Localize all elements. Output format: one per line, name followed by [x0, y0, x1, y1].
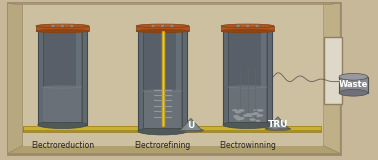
Circle shape [246, 25, 249, 26]
Ellipse shape [36, 29, 89, 33]
FancyBboxPatch shape [228, 30, 267, 122]
FancyBboxPatch shape [76, 30, 81, 122]
Circle shape [237, 25, 239, 26]
Circle shape [251, 113, 255, 115]
Ellipse shape [136, 24, 189, 28]
Circle shape [233, 115, 239, 118]
Polygon shape [185, 118, 191, 130]
Circle shape [235, 111, 242, 113]
Circle shape [236, 116, 240, 118]
Ellipse shape [339, 73, 368, 80]
Ellipse shape [265, 127, 291, 131]
FancyBboxPatch shape [23, 126, 321, 127]
Circle shape [239, 109, 245, 112]
Circle shape [171, 25, 173, 26]
Ellipse shape [228, 86, 267, 88]
Polygon shape [267, 117, 289, 129]
Circle shape [255, 25, 259, 27]
Text: U: U [187, 121, 195, 130]
FancyBboxPatch shape [23, 127, 321, 130]
Circle shape [249, 118, 256, 121]
FancyBboxPatch shape [261, 30, 266, 122]
Circle shape [245, 113, 252, 116]
Polygon shape [180, 118, 202, 130]
Circle shape [257, 114, 263, 117]
Ellipse shape [138, 25, 187, 32]
Ellipse shape [235, 24, 260, 26]
Text: Waste: Waste [339, 80, 368, 89]
FancyBboxPatch shape [176, 30, 181, 128]
Circle shape [243, 114, 249, 117]
Circle shape [234, 117, 239, 119]
Circle shape [151, 25, 155, 27]
FancyBboxPatch shape [223, 29, 272, 125]
Circle shape [61, 25, 64, 26]
Circle shape [238, 117, 243, 120]
Circle shape [70, 25, 74, 27]
Ellipse shape [339, 89, 368, 96]
Circle shape [238, 117, 245, 120]
Ellipse shape [143, 90, 182, 92]
Text: Electrowinning: Electrowinning [219, 141, 276, 150]
Ellipse shape [221, 29, 274, 33]
FancyBboxPatch shape [43, 87, 81, 122]
Ellipse shape [43, 86, 82, 88]
FancyBboxPatch shape [43, 30, 82, 122]
FancyBboxPatch shape [136, 26, 189, 31]
FancyBboxPatch shape [324, 37, 342, 104]
Circle shape [152, 25, 154, 26]
Ellipse shape [136, 29, 189, 33]
FancyBboxPatch shape [8, 3, 340, 154]
FancyBboxPatch shape [144, 91, 181, 128]
Ellipse shape [223, 121, 272, 128]
Polygon shape [8, 3, 340, 5]
Circle shape [52, 25, 54, 26]
Ellipse shape [150, 24, 175, 26]
Ellipse shape [221, 24, 274, 28]
Circle shape [232, 109, 238, 112]
FancyBboxPatch shape [38, 29, 87, 125]
Polygon shape [323, 3, 340, 154]
Ellipse shape [36, 24, 89, 28]
Circle shape [251, 113, 257, 115]
Circle shape [256, 115, 260, 117]
Polygon shape [8, 146, 340, 154]
Ellipse shape [38, 25, 87, 32]
Polygon shape [272, 117, 278, 129]
Circle shape [257, 109, 260, 111]
Ellipse shape [38, 121, 87, 128]
Ellipse shape [178, 129, 204, 132]
Circle shape [253, 109, 256, 111]
Ellipse shape [50, 24, 74, 26]
Circle shape [236, 118, 242, 120]
FancyBboxPatch shape [23, 5, 323, 146]
Circle shape [160, 25, 165, 27]
Polygon shape [8, 3, 23, 154]
Circle shape [60, 25, 65, 27]
FancyBboxPatch shape [221, 26, 274, 31]
FancyBboxPatch shape [23, 130, 321, 132]
Circle shape [239, 109, 242, 111]
Circle shape [51, 25, 55, 27]
Circle shape [236, 25, 240, 27]
FancyBboxPatch shape [143, 30, 182, 128]
Text: Electrorefining: Electrorefining [135, 141, 191, 150]
Circle shape [256, 120, 260, 122]
FancyBboxPatch shape [229, 87, 266, 122]
Circle shape [71, 25, 73, 26]
Ellipse shape [223, 25, 272, 32]
Ellipse shape [138, 128, 187, 135]
FancyBboxPatch shape [138, 29, 187, 131]
FancyBboxPatch shape [36, 26, 89, 31]
Circle shape [257, 109, 263, 112]
Circle shape [232, 109, 235, 111]
Text: TRU: TRU [268, 120, 288, 129]
Circle shape [248, 115, 253, 117]
Circle shape [161, 25, 164, 26]
Text: Electroreduction: Electroreduction [31, 141, 94, 150]
Circle shape [256, 25, 258, 26]
Circle shape [253, 112, 259, 115]
Circle shape [257, 114, 262, 116]
FancyBboxPatch shape [339, 77, 368, 93]
